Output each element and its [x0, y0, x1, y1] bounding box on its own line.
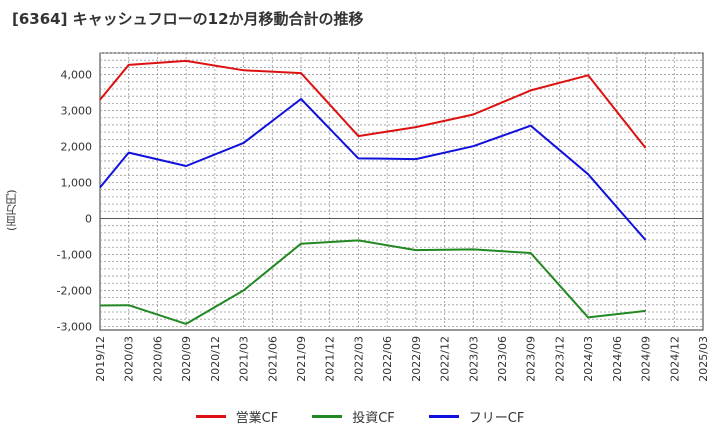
legend-swatch	[195, 414, 226, 418]
legend-item: 営業CF	[195, 407, 279, 426]
legend-label: 投資CF	[352, 410, 395, 426]
x-ticks: 2019/12 2020/03 2020/06 2020/09 2020/12 2021/…	[94, 336, 710, 382]
x-tick-label: 2021/12	[324, 336, 337, 382]
legend-swatch	[428, 414, 459, 418]
x-tick-label: 2022/09	[410, 336, 423, 382]
y-tick-label: 2,000	[61, 141, 93, 154]
x-tick-label: 2022/06	[381, 336, 394, 382]
grid	[100, 52, 703, 330]
x-tick-label: 2024/12	[668, 336, 681, 382]
plot-area	[99, 52, 704, 331]
y-tick-label: 1,000	[61, 177, 93, 190]
legend: 営業CF 投資CF フリーCF	[0, 404, 720, 428]
y-tick-label: 3,000	[61, 105, 93, 118]
legend-item: 投資CF	[312, 407, 395, 426]
x-tick-label: 2021/09	[295, 336, 308, 382]
x-tick-label: 2020/03	[123, 336, 136, 382]
y-ticks: 4,000 3,000 2,000 1,000 0 -1,000 -2,000 -3,000	[57, 69, 92, 334]
series-line	[99, 98, 647, 241]
x-tick-label: 2019/12	[94, 336, 107, 382]
y-tick-label: -2,000	[57, 284, 92, 297]
y-tick-label: -1,000	[57, 248, 92, 261]
x-tick-label: 2022/12	[439, 336, 452, 382]
y-tick-label: 0	[85, 212, 92, 225]
x-tick-label: 2021/06	[266, 336, 279, 382]
legend-label: 営業CF	[235, 410, 279, 426]
series-line	[99, 59, 647, 149]
x-tick-label: 2023/09	[525, 336, 538, 382]
x-tick-label: 2022/03	[352, 336, 365, 382]
x-tick-label: 2020/12	[209, 336, 222, 382]
legend-item: フリーCF	[428, 407, 525, 426]
y-tick-label: -3,000	[57, 320, 92, 333]
x-tick-label: 2021/03	[238, 336, 251, 382]
x-tick-label: 2020/09	[180, 336, 193, 382]
x-tick-label: 2024/03	[582, 336, 595, 382]
x-tick-label: 2024/06	[611, 336, 624, 382]
x-tick-label: 2025/03	[697, 336, 710, 382]
x-tick-label: 2023/12	[553, 336, 566, 382]
legend-label: フリーCF	[468, 410, 525, 426]
x-tick-label: 2023/06	[496, 336, 509, 382]
legend-swatch	[312, 414, 343, 418]
y-tick-label: 4,000	[61, 69, 93, 82]
x-tick-label: 2024/09	[640, 336, 653, 382]
x-tick-label: 2020/06	[151, 336, 164, 382]
chart-title: [6364] キャッシュフローの12か月移動合計の推移	[12, 10, 364, 28]
x-tick-label: 2023/03	[467, 336, 480, 382]
series-line	[99, 239, 646, 325]
series-lines	[99, 59, 647, 325]
